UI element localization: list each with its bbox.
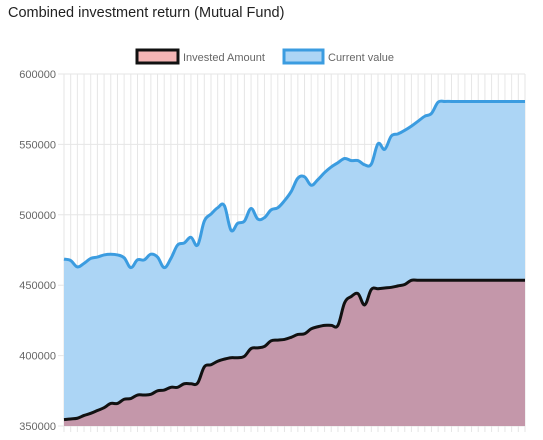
invested-amount-area [64, 279, 525, 426]
legend-item-invested[interactable]: Invested Amount [135, 48, 265, 65]
legend-label-invested: Invested Amount [183, 52, 265, 64]
plot-area [63, 99, 525, 427]
page-title: Combined investment return (Mutual Fund) [8, 5, 285, 21]
y-tick-label: 350000 [19, 421, 56, 433]
y-tick-label: 450000 [19, 280, 56, 292]
legend-swatch-invested [135, 48, 180, 65]
y-axis: 350000 400000 450000 500000 550000 600000 [19, 69, 56, 433]
legend-item-current[interactable]: Current value [282, 48, 394, 65]
y-tick-label: 500000 [19, 210, 56, 222]
current-value-line [63, 99, 525, 270]
legend: Invested Amount Current value [135, 48, 394, 65]
legend-swatch-current [282, 48, 325, 65]
y-tick-label: 400000 [19, 351, 56, 363]
y-tick-label: 600000 [19, 69, 56, 81]
invested-amount-line [63, 278, 525, 422]
legend-label-current: Current value [328, 52, 394, 64]
y-tick-label: 550000 [19, 139, 56, 151]
